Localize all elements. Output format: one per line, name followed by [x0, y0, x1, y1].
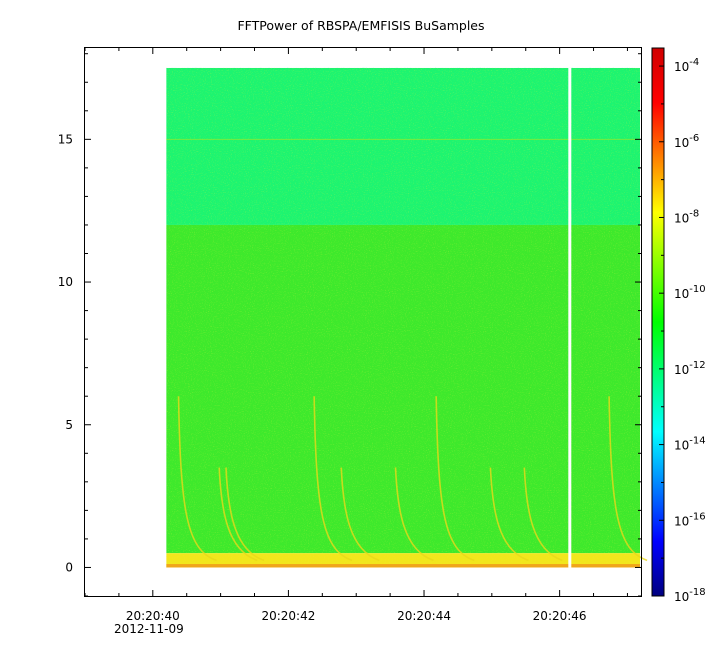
whistler-trace	[225, 467, 265, 562]
colorbar-scale	[651, 47, 665, 597]
whistler-trace	[177, 396, 217, 562]
y-tick-label: 15	[58, 132, 73, 146]
x-tick-label: 20:20:46	[533, 609, 587, 623]
colorbar: 10-18 10-16 10-14 10-12 10-10 10-8 10-6 10-4	[651, 47, 706, 604]
colorbar-tick-label: 10-12	[674, 360, 706, 377]
colorbar-tick-label: 10-6	[674, 133, 699, 150]
colorbar-tick-label: 10-4	[674, 57, 699, 74]
x-tick-label: 20:20:40	[126, 609, 180, 623]
y-tick-label: 0	[65, 560, 73, 574]
whistler-trace	[608, 396, 648, 562]
y-tick-label: 10	[58, 275, 73, 289]
x-date-label: 2012-11-09	[114, 622, 184, 636]
whistler-trace	[218, 467, 258, 562]
data-gap	[568, 67, 572, 568]
x-tick-label: 20:20:42	[261, 609, 315, 623]
spectrogram-texture-upper	[166, 67, 641, 225]
whistler-trace	[435, 396, 475, 562]
low-frequency-band	[166, 564, 641, 568]
colorbar-tick-label: 10-18	[674, 587, 706, 604]
plot-frame	[84, 47, 642, 597]
colorbar-tick-label: 10-14	[674, 436, 706, 453]
chart-title: FFTPower of RBSPA/EMFISIS BuSamples	[237, 18, 484, 33]
y-tick-label: 5	[65, 418, 73, 432]
colorbar-tick-label: 10-10	[674, 284, 706, 301]
whistler-trace	[523, 467, 563, 562]
whistler-trace	[340, 467, 380, 562]
whistler-trace	[394, 467, 434, 562]
whistler-trace	[489, 467, 529, 562]
y-axis: 0 5 10 15	[58, 53, 641, 597]
x-tick-label: 20:20:44	[397, 609, 451, 623]
colorbar-tick-label: 10-16	[674, 511, 706, 528]
colorbar-tick-label: 10-8	[674, 208, 699, 225]
whistler-trace	[313, 396, 353, 562]
plot-area	[166, 67, 648, 568]
x-axis: 20:20:40 20:20:42 20:20:44 20:20:46	[84, 48, 628, 623]
